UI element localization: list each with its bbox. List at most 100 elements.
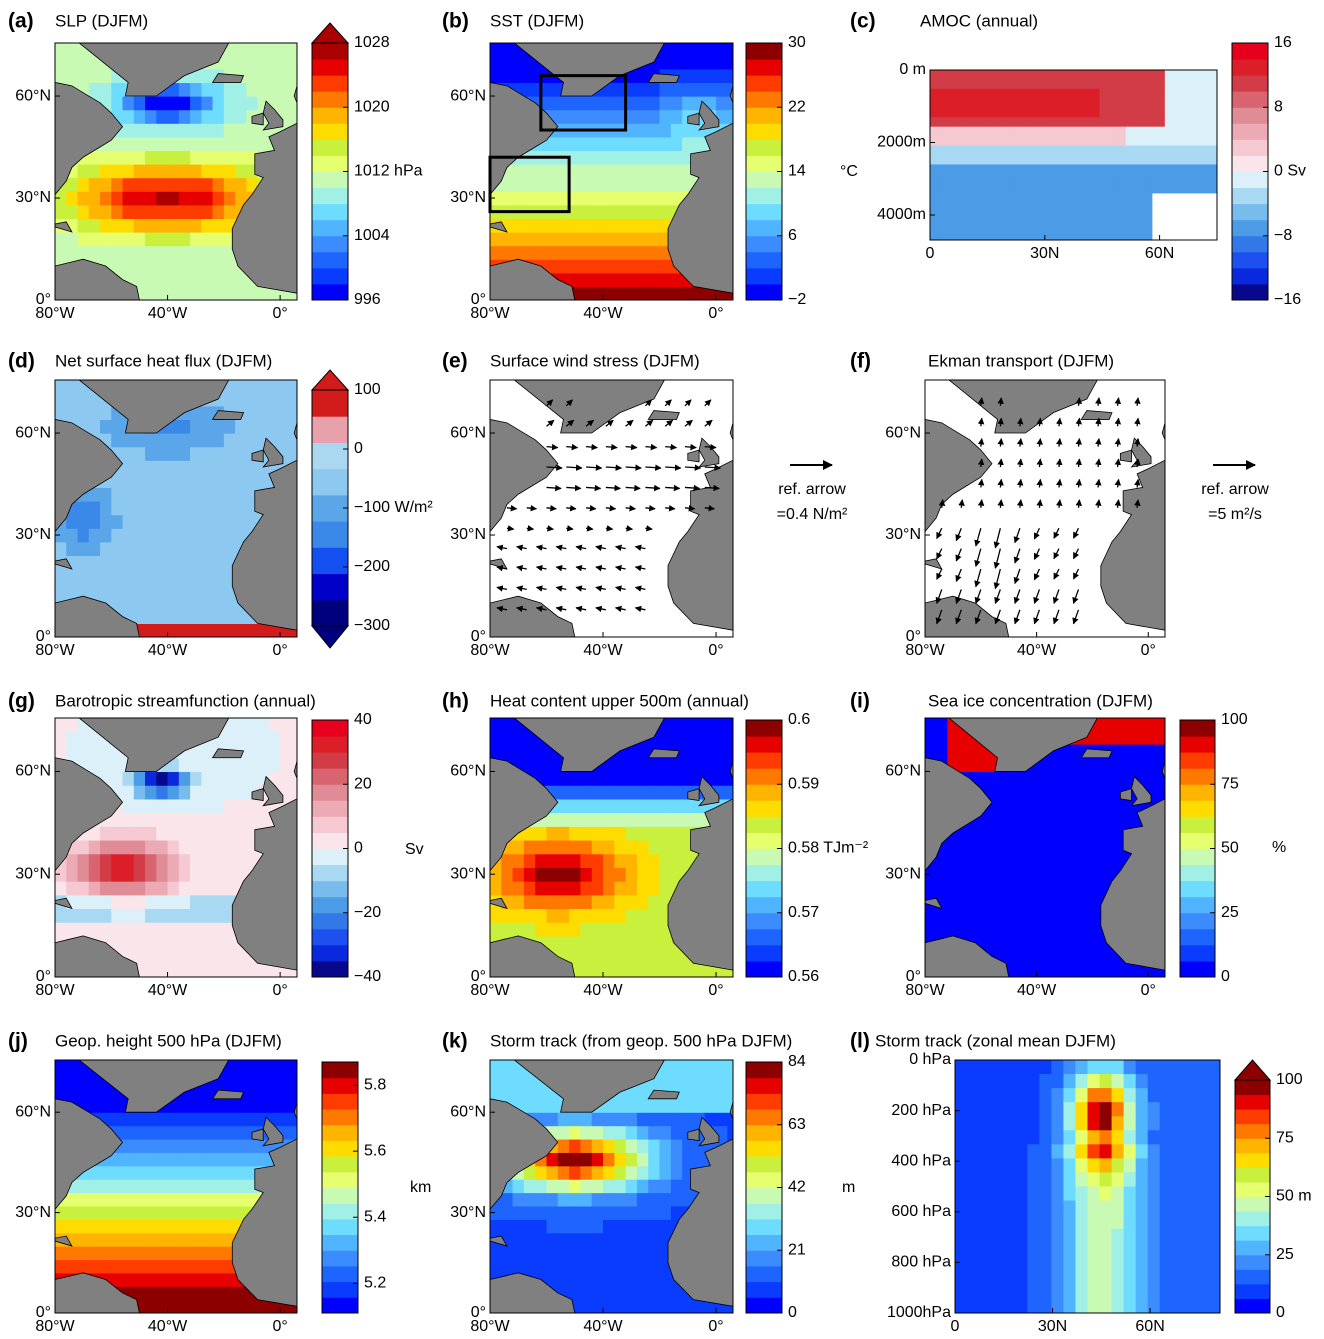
vector-arrow xyxy=(596,587,606,589)
field-cell xyxy=(991,1299,1004,1314)
field-cell xyxy=(1184,1060,1197,1075)
field-cell xyxy=(535,840,547,854)
field-cell xyxy=(156,610,168,624)
field-cell xyxy=(66,392,78,406)
field-cell xyxy=(156,771,168,785)
vector-arrow xyxy=(1020,439,1021,447)
field-cell xyxy=(66,1193,78,1207)
field-cell xyxy=(246,799,258,813)
field-cell xyxy=(513,744,525,758)
field-cell xyxy=(123,218,135,232)
field-cell xyxy=(1075,1088,1088,1103)
field-cell xyxy=(558,1166,570,1180)
field-cell xyxy=(982,174,996,184)
field-cell xyxy=(1178,155,1192,165)
field-cell xyxy=(280,1059,292,1073)
field-cell xyxy=(614,259,626,273)
field-cell xyxy=(1063,1074,1076,1089)
field-cell xyxy=(179,826,191,840)
field-cell xyxy=(145,881,157,895)
field-cell xyxy=(1100,1102,1113,1117)
field-cell xyxy=(190,1233,202,1247)
field-cell xyxy=(168,854,180,868)
field-cell xyxy=(1003,1158,1016,1173)
field-cell xyxy=(156,950,168,964)
field-cell xyxy=(1112,1060,1125,1075)
field-cell xyxy=(671,150,683,164)
field-cell xyxy=(991,1215,1004,1230)
field-cell xyxy=(626,922,638,936)
field-cell xyxy=(524,178,536,192)
vector-arrow xyxy=(1098,500,1099,508)
field-cell xyxy=(1003,1144,1016,1159)
field-cell xyxy=(179,1259,191,1273)
field-cell xyxy=(134,150,146,164)
vector-arrow xyxy=(645,487,660,488)
field-cell xyxy=(201,137,213,151)
field-cell xyxy=(1048,813,1060,827)
field-cell xyxy=(190,1286,202,1300)
field-cell xyxy=(213,286,225,300)
field-cell xyxy=(111,164,123,178)
field-cell xyxy=(145,218,157,232)
field-cell xyxy=(1100,193,1114,203)
field-cell xyxy=(66,1246,78,1260)
field-cell xyxy=(524,164,536,178)
field-cell xyxy=(213,1126,225,1140)
field-cell xyxy=(626,205,638,219)
field-cell xyxy=(1126,155,1140,165)
panel-label: (c) xyxy=(850,10,876,33)
field-cell xyxy=(592,273,604,287)
field-cell xyxy=(78,881,90,895)
field-cell xyxy=(179,840,191,854)
vector-arrow xyxy=(626,528,633,529)
field-cell xyxy=(190,433,202,447)
field-cell xyxy=(123,205,135,219)
field-cell xyxy=(134,1286,146,1300)
vector-arrow xyxy=(1059,500,1060,508)
vector-arrow xyxy=(937,528,942,538)
field-cell xyxy=(660,1206,672,1220)
colorbar-segment xyxy=(1232,123,1268,140)
field-cell xyxy=(190,542,202,556)
field-cell xyxy=(981,867,993,881)
field-cell xyxy=(1015,1271,1028,1286)
field-cell xyxy=(134,1179,146,1193)
field-cell xyxy=(168,1233,180,1247)
field-cell xyxy=(671,96,683,110)
field-cell xyxy=(1184,1172,1197,1187)
colorbar-segment xyxy=(322,1140,358,1156)
field-cell xyxy=(1100,1257,1113,1272)
colorbar-tick-label: 30 xyxy=(788,34,806,51)
field-cell xyxy=(660,799,672,813)
field-cell xyxy=(558,1233,570,1247)
field-cell xyxy=(1074,108,1088,118)
field-cell xyxy=(660,96,672,110)
field-cell xyxy=(558,867,570,881)
field-cell xyxy=(693,717,705,731)
field-cell xyxy=(1104,730,1116,744)
field-cell xyxy=(78,730,90,744)
field-cell xyxy=(179,433,191,447)
field-cell xyxy=(190,826,202,840)
field-cell xyxy=(145,583,157,597)
field-cell xyxy=(66,854,78,868)
field-cell xyxy=(513,881,525,895)
colorbar-tick-label: 996 xyxy=(354,291,381,308)
land xyxy=(947,379,1098,433)
field-cell xyxy=(682,730,694,744)
field-cell xyxy=(1021,221,1035,231)
field-cell xyxy=(1172,1074,1185,1089)
field-cell xyxy=(991,1313,1004,1328)
field-cell xyxy=(1008,193,1022,203)
field-cell xyxy=(145,555,157,569)
field-cell xyxy=(569,881,581,895)
field-cell xyxy=(269,1059,281,1073)
field-cell xyxy=(648,150,660,164)
y-tick-label: 600 hPa xyxy=(891,1203,951,1220)
field-cell xyxy=(224,137,236,151)
colorbar-segment xyxy=(1180,832,1215,849)
field-cell xyxy=(89,232,101,246)
field-cell xyxy=(1074,164,1088,174)
land xyxy=(1120,450,1131,462)
